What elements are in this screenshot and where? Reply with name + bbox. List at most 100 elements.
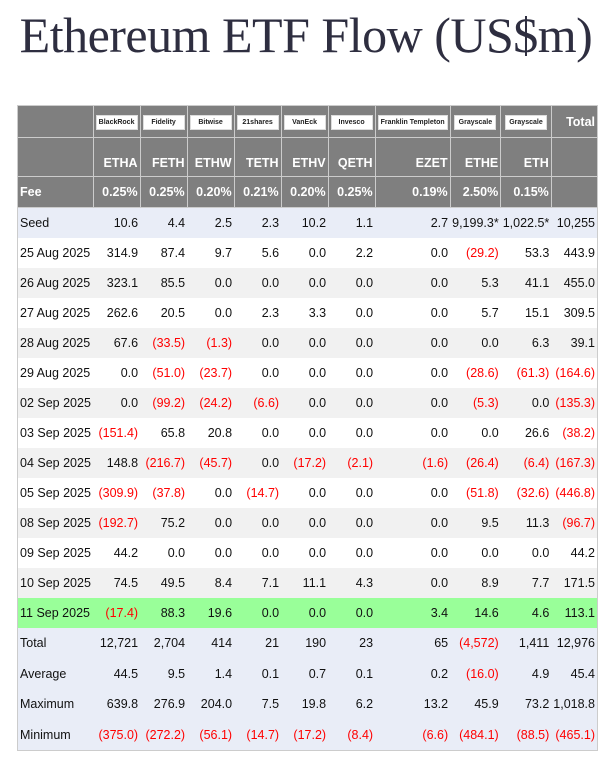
blank-header <box>550 137 599 177</box>
flow-value: (375.0) <box>93 719 141 751</box>
blank-header <box>17 137 94 177</box>
flow-value: 0.0 <box>500 538 552 568</box>
flow-value: 0.0 <box>93 388 141 418</box>
issuer-logo: Grayscale <box>504 115 547 130</box>
flow-value: 0.7 <box>281 658 329 689</box>
flow-value: 455.0 <box>551 268 598 298</box>
flow-value: (17.2) <box>281 448 329 478</box>
flow-value: 0.0 <box>375 298 451 328</box>
table-row: 28 Aug 2025 67.6 (33.5) (1.3) 0.0 0.0 0.0 0.0 0.… <box>17 328 598 358</box>
row-label: 05 Sep 2025 <box>17 478 94 508</box>
flow-value: (5.3) <box>450 388 501 418</box>
fee-value: 2.50% <box>449 176 502 208</box>
flow-value: 2.2 <box>328 238 376 268</box>
flow-value: 85.5 <box>140 268 188 298</box>
flow-value: 4.6 <box>500 598 552 628</box>
flow-value: 0.0 <box>375 238 451 268</box>
flow-value: 0.0 <box>500 388 552 418</box>
flow-value: (51.8) <box>450 478 501 508</box>
flow-value: (28.6) <box>450 358 501 388</box>
flow-value: (192.7) <box>93 508 141 538</box>
flow-value: 0.0 <box>328 328 376 358</box>
table-row: Seed 10.6 4.4 2.5 2.3 10.2 1.1 2.7 9,199.3* 1,022… <box>17 207 598 238</box>
flow-value: 87.4 <box>140 238 188 268</box>
flow-value: (17.4) <box>93 598 141 628</box>
flow-value: 0.0 <box>234 448 282 478</box>
row-label: 09 Sep 2025 <box>17 538 94 568</box>
flow-value: 21 <box>234 628 282 659</box>
flow-value: 44.2 <box>551 538 598 568</box>
flow-value: 7.7 <box>500 568 552 598</box>
table-row: 03 Sep 2025 (151.4) 65.8 20.8 0.0 0.0 0.0 0.0 0.… <box>17 418 598 448</box>
flow-value: (446.8) <box>551 478 598 508</box>
flow-value: (29.2) <box>450 238 501 268</box>
flow-value: 8.9 <box>450 568 501 598</box>
flow-value: 0.0 <box>140 538 188 568</box>
flow-value: (1.3) <box>187 328 235 358</box>
row-label: Maximum <box>17 689 94 720</box>
row-label: Average <box>17 658 94 689</box>
flow-value: 26.6 <box>500 418 552 448</box>
flow-value: 0.0 <box>187 298 235 328</box>
flow-value: 19.6 <box>187 598 235 628</box>
flow-value: 0.0 <box>234 268 282 298</box>
flow-value: 0.0 <box>375 268 451 298</box>
flow-value: 11.1 <box>281 568 329 598</box>
flow-value: 45.4 <box>551 658 598 689</box>
flow-value: 0.0 <box>234 418 282 448</box>
flow-value: 5.6 <box>234 238 282 268</box>
flow-value: 0.0 <box>281 508 329 538</box>
flow-value: 1.1 <box>328 207 376 238</box>
flow-value: (6.4) <box>500 448 552 478</box>
flow-value: 0.0 <box>328 508 376 538</box>
row-label: 26 Aug 2025 <box>17 268 94 298</box>
flow-value: 323.1 <box>93 268 141 298</box>
row-label: 11 Sep 2025 <box>17 598 94 628</box>
issuer-logo: Invesco <box>330 115 373 130</box>
flow-value: 0.0 <box>375 478 451 508</box>
flow-value: 1,022.5* <box>500 207 552 238</box>
flow-value: (6.6) <box>375 719 451 751</box>
flow-value: 0.1 <box>234 658 282 689</box>
table-row: 11 Sep 2025 (17.4) 88.3 19.6 0.0 0.0 0.0 3.4 14.… <box>17 598 598 628</box>
issuer-logo: Bitwise <box>189 115 232 130</box>
flow-value: 0.0 <box>328 268 376 298</box>
table-row: 09 Sep 2025 44.2 0.0 0.0 0.0 0.0 0.0 0.0 0.0 0.0 4… <box>17 538 598 568</box>
issuer-logo-cell: BlackRock <box>92 105 141 138</box>
flow-value: 0.0 <box>450 328 501 358</box>
flow-value: 20.5 <box>140 298 188 328</box>
flow-value: 53.3 <box>500 238 552 268</box>
etf-flow-table: BlackRock Fidelity Bitwise 21shares VanEck In… <box>17 105 599 751</box>
flow-value: 8.4 <box>187 568 235 598</box>
issuer-logo: BlackRock <box>95 115 138 130</box>
flow-value: 0.0 <box>450 538 501 568</box>
issuer-logo-cell: Grayscale <box>449 105 502 138</box>
flow-value: 0.0 <box>375 358 451 388</box>
flow-value: 262.6 <box>93 298 141 328</box>
flow-value: 0.0 <box>328 418 376 448</box>
flow-value: 0.0 <box>281 478 329 508</box>
flow-value: (26.4) <box>450 448 501 478</box>
flow-value: 6.3 <box>500 328 552 358</box>
flow-value: (216.7) <box>140 448 188 478</box>
table-row: 04 Sep 2025 148.8 (216.7) (45.7) 0.0 (17.2) (2… <box>17 448 598 478</box>
fee-value: 0.25% <box>327 176 376 208</box>
flow-value: 44.2 <box>93 538 141 568</box>
total-header: Total <box>550 105 599 138</box>
issuer-logo-cell: Fidelity <box>139 105 188 138</box>
flow-value: 0.0 <box>187 478 235 508</box>
table-row: 08 Sep 2025 (192.7) 75.2 0.0 0.0 0.0 0.0 0.0 9.5… <box>17 508 598 538</box>
flow-value: 74.5 <box>93 568 141 598</box>
flow-value: 0.0 <box>234 598 282 628</box>
flow-value: 88.3 <box>140 598 188 628</box>
flow-value: 0.2 <box>375 658 451 689</box>
flow-value: 0.0 <box>375 568 451 598</box>
flow-value: 13.2 <box>375 689 451 720</box>
flow-value: (14.7) <box>234 478 282 508</box>
flow-value: 0.0 <box>187 268 235 298</box>
flow-value: (151.4) <box>93 418 141 448</box>
flow-value: 0.0 <box>234 538 282 568</box>
flow-value: (135.3) <box>551 388 598 418</box>
page-title: Ethereum ETF Flow (US$m) <box>19 7 593 63</box>
flow-value: (23.7) <box>187 358 235 388</box>
